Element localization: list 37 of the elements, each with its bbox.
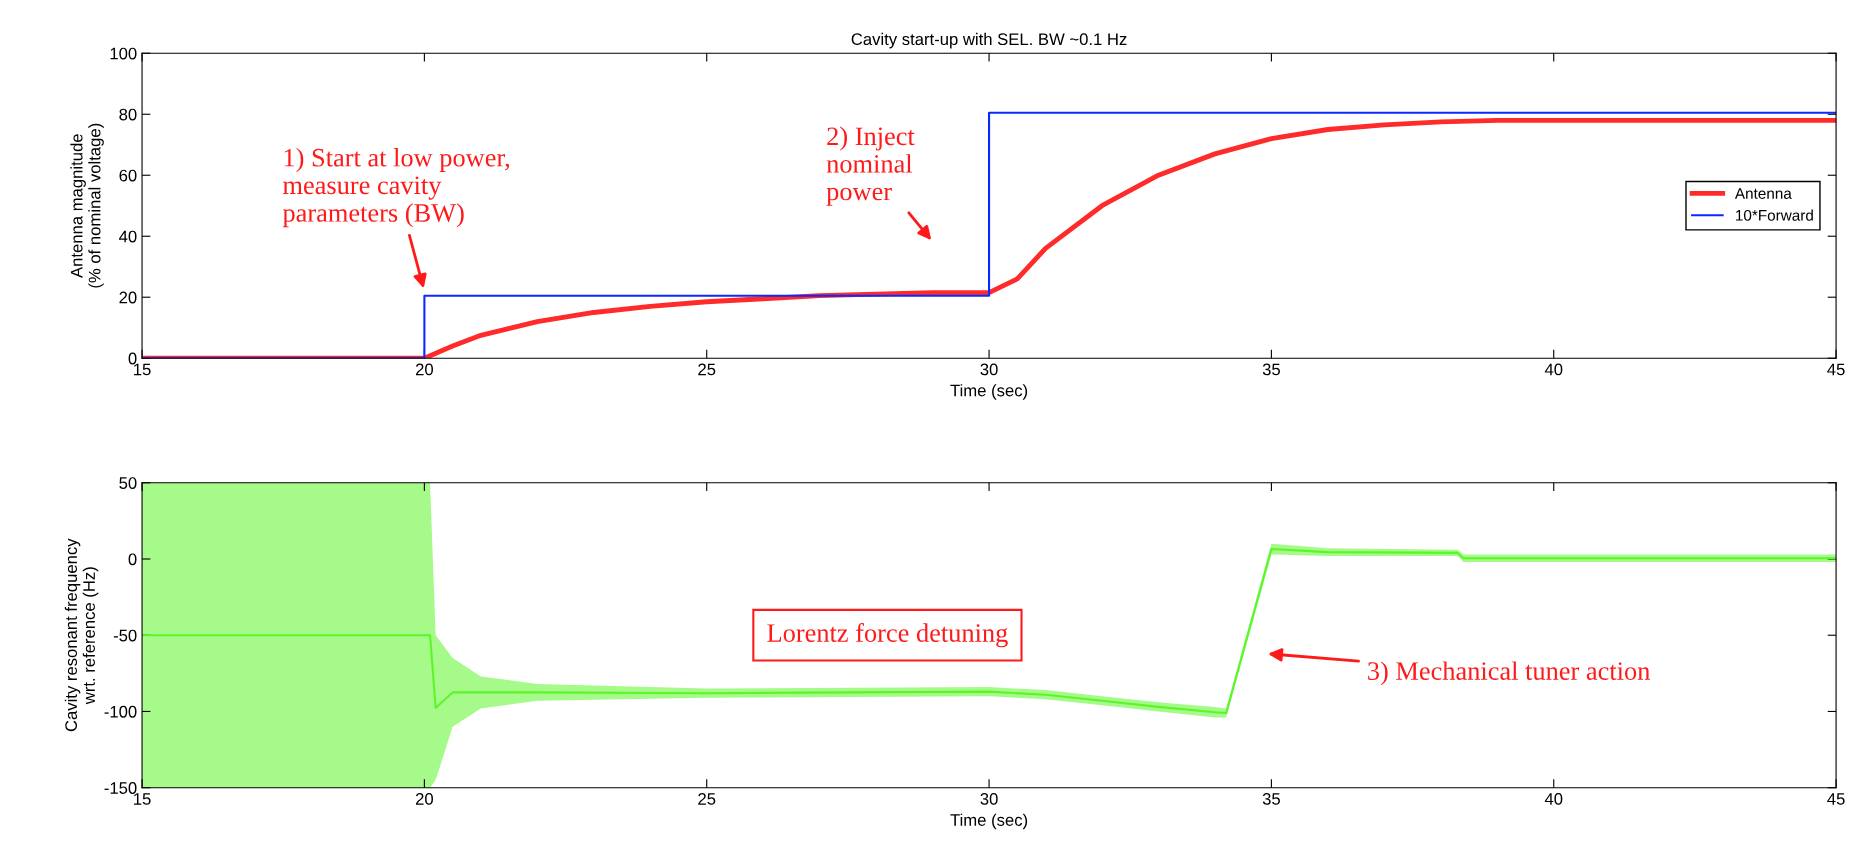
x-tick-label: 15	[134, 793, 151, 805]
x-tick-label: 40	[1544, 793, 1563, 805]
y-tick-label: 50	[119, 477, 137, 489]
x-tick-label: 20	[415, 363, 433, 376]
y-tick-label: -50	[113, 629, 137, 642]
x-tick-label: 15	[134, 363, 151, 376]
y-tick-label: 40	[119, 230, 137, 243]
x-tick-label: 30	[980, 793, 998, 805]
x-tick-label: 45	[1827, 793, 1845, 805]
y-tick-label: 0	[128, 553, 137, 566]
annotation: Lorentz force detuning	[767, 623, 1008, 648]
y-axis-title: Cavity resonant frequency wrt. reference (Hz)	[64, 538, 99, 732]
y-tick-label: 20	[119, 291, 137, 304]
x-tick-label: 30	[980, 363, 998, 376]
x-tick-label: 25	[698, 793, 716, 805]
y-tick-label: -150	[104, 782, 137, 794]
x-tick-label: 45	[1827, 363, 1845, 376]
x-tick-label: 35	[1262, 793, 1280, 805]
line-series	[142, 548, 1837, 715]
x-tick-label: 35	[1262, 363, 1280, 376]
y-tick-label: 0	[128, 352, 137, 365]
y-tick-label: 60	[119, 169, 137, 182]
x-axis-title: Time (sec)	[950, 384, 1028, 400]
annotation: 2) Inject nominal power	[826, 126, 915, 206]
x-tick-label: 25	[698, 363, 716, 376]
legend-label: Antenna	[1734, 188, 1792, 199]
x-tick-label: 40	[1544, 363, 1563, 376]
y-tick-label: -100	[104, 705, 137, 718]
annotation: 3) Mechanical tuner action	[1368, 661, 1650, 686]
y-tick-label: 100	[110, 47, 137, 60]
chart-title: Cavity start-up with SEL. BW ~0.1 Hz	[851, 32, 1127, 49]
legend-label: 10*Forward	[1736, 209, 1813, 221]
y-axis-title: Antenna magnitude (% of nominal voltage)	[70, 123, 104, 288]
annotation: 1) Start at low power, measure cavity parameters (BW)	[282, 148, 510, 228]
y-tick-label: 80	[119, 108, 137, 121]
x-axis-title: Time (sec)	[950, 813, 1028, 830]
x-tick-label: 20	[415, 793, 433, 805]
